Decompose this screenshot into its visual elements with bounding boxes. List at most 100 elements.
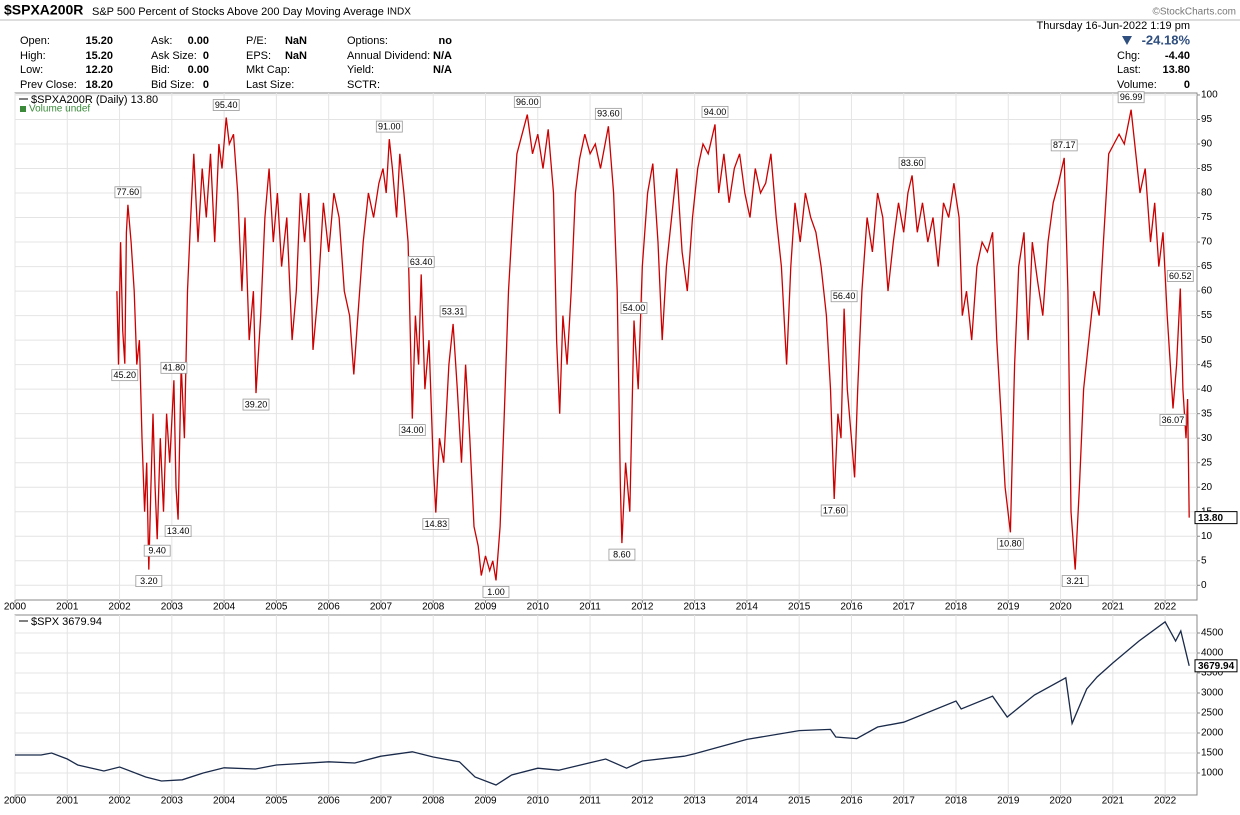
annotation-box: [422, 518, 450, 530]
y-tick-label: 40: [1201, 384, 1213, 395]
annotation-label: 3.21: [1066, 576, 1084, 586]
x-tick-label: 2008: [422, 602, 445, 613]
quote-label: Volume:: [1117, 79, 1157, 91]
quote-label: Last Size:: [246, 79, 294, 91]
x-tick-label: 2004: [213, 796, 236, 807]
quote-value: -4.40: [1165, 50, 1190, 62]
x-tick-label: 2020: [1049, 602, 1072, 613]
annotation-box: [164, 525, 192, 537]
annotation-label: 34.00: [401, 425, 424, 435]
datetime: Thursday 16-Jun-2022 1:19 pm: [1037, 20, 1190, 32]
x-tick-label: 2003: [161, 796, 184, 807]
last-label: 3679.94: [1198, 661, 1235, 672]
y-tick-label: 25: [1201, 457, 1213, 468]
annotation-box: [114, 186, 142, 199]
last-tag: [1194, 511, 1238, 525]
quote-value: 18.20: [85, 79, 113, 91]
annotation-box: [143, 544, 171, 557]
down-arrow: [1122, 36, 1132, 45]
annotation-box: [135, 575, 163, 587]
x-tick-label: 2007: [370, 796, 393, 807]
x-tick-label: 2019: [997, 796, 1020, 807]
quote-value: 0: [203, 79, 209, 91]
volume-swatch: [20, 106, 26, 112]
y-tick-label: 65: [1201, 261, 1213, 272]
annotation-label: 39.20: [245, 399, 268, 409]
y-tick-label: 80: [1201, 188, 1213, 199]
y-tick-label: 70: [1201, 237, 1213, 248]
y-tick-label: 3500: [1201, 668, 1224, 679]
x-tick-label: 2021: [1102, 796, 1125, 807]
y-tick-label: 20: [1201, 482, 1213, 493]
y-tick-label: 1500: [1201, 748, 1224, 759]
annotation-label: 93.60: [597, 109, 620, 119]
y-tick-label: 5: [1201, 555, 1207, 566]
quote-label: Low:: [20, 64, 43, 76]
y-tick-label: 75: [1201, 212, 1213, 223]
annotation-box: [212, 99, 240, 111]
annotation-box: [482, 585, 510, 598]
x-tick-label: 2018: [945, 796, 968, 807]
x-tick-label: 2001: [56, 796, 79, 807]
annotation-label: 8.60: [613, 549, 631, 559]
quote-label: Annual Dividend:: [347, 50, 430, 62]
annotation-label: 87.17: [1053, 140, 1076, 150]
data-line: [15, 620, 1190, 786]
y-tick-label: 30: [1201, 433, 1213, 444]
annotation-box: [594, 107, 622, 120]
quote-label: Chg:: [1117, 50, 1140, 62]
x-tick-label: 2017: [893, 796, 916, 807]
x-tick-label: 2009: [474, 796, 497, 807]
x-tick-label: 2010: [527, 796, 550, 807]
y-tick-label: 35: [1201, 408, 1213, 419]
annotation-box: [375, 120, 403, 133]
quote-label: EPS:: [246, 50, 271, 62]
quote-value: 13.80: [1162, 64, 1190, 76]
x-tick-label: 2005: [265, 602, 288, 613]
x-tick-label: 2011: [579, 602, 601, 613]
quote-value: 12.20: [85, 64, 113, 76]
copyright: ©StockCharts.com: [1152, 7, 1236, 18]
quote-label: Bid Size:: [151, 79, 194, 91]
annotation-label: 13.40: [167, 526, 190, 536]
change-pct: -24.18%: [1142, 32, 1191, 47]
annotation-box: [439, 305, 467, 318]
annotation-label: 95.40: [215, 100, 238, 110]
annotation-label: 10.80: [999, 539, 1022, 549]
annotation-label: 3.20: [140, 576, 158, 586]
x-tick-label: 2001: [56, 602, 79, 613]
x-tick-label: 2015: [788, 602, 811, 613]
quote-label: Prev Close:: [20, 79, 77, 91]
annotation-box: [1050, 139, 1078, 152]
annotation-label: 9.40: [148, 546, 166, 556]
y-tick-label: 2000: [1201, 728, 1224, 739]
quote-label: Ask:: [151, 35, 172, 47]
annotation-box: [160, 361, 188, 374]
quote-label: SCTR:: [347, 79, 380, 91]
x-tick-label: 2005: [265, 796, 288, 807]
last-tag: [1194, 659, 1238, 673]
x-tick-label: 2006: [318, 796, 341, 807]
x-tick-label: 2021: [1102, 602, 1125, 613]
x-tick-label: 2008: [422, 796, 445, 807]
description: S&P 500 Percent of Stocks Above 200 Day …: [92, 6, 384, 18]
x-tick-label: 2013: [683, 796, 706, 807]
x-tick-label: 2012: [631, 796, 654, 807]
quote-label: Options:: [347, 35, 388, 47]
x-tick-label: 2000: [4, 796, 27, 807]
quote-value: 0: [1184, 79, 1190, 91]
annotation-box: [996, 537, 1024, 550]
y-tick-label: 2500: [1201, 708, 1224, 719]
annotation-box: [701, 105, 729, 118]
annotation-box: [898, 156, 926, 169]
volume-legend: Volume undef: [29, 104, 90, 115]
x-tick-label: 2010: [527, 602, 550, 613]
annotation-box: [1166, 270, 1194, 282]
quote-value: 0: [203, 50, 209, 62]
x-tick-label: 2003: [161, 602, 184, 613]
y-tick-label: 4000: [1201, 648, 1224, 659]
y-tick-label: 95: [1201, 114, 1213, 125]
x-tick-label: 2014: [736, 796, 759, 807]
y-tick-label: 55: [1201, 310, 1213, 321]
quote-label: High:: [20, 50, 46, 62]
